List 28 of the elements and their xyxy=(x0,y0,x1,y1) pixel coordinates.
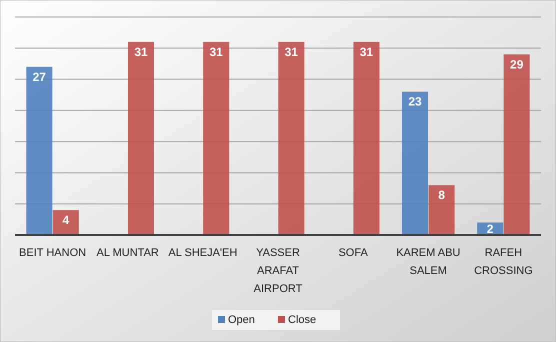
bar xyxy=(504,54,530,235)
bar xyxy=(128,42,154,235)
x-tick-label: AL SHEJA'EH xyxy=(168,247,238,259)
data-label: 2 xyxy=(486,222,494,236)
data-label: 29 xyxy=(510,57,524,72)
data-label: 4 xyxy=(62,213,70,228)
legend-label: Close xyxy=(288,314,316,326)
data-label: 23 xyxy=(408,94,422,109)
x-tick-label: SOFA xyxy=(338,247,368,259)
bar xyxy=(52,210,79,235)
x-tick-label: BEIT HANON xyxy=(19,247,86,259)
x-tick-label: RAFEH CROSSING xyxy=(474,247,533,277)
x-tick-label: KAREM ABU SALEM xyxy=(396,247,460,277)
bar xyxy=(402,92,428,235)
bar xyxy=(26,66,52,235)
data-label: 8 xyxy=(438,188,446,202)
bar xyxy=(353,42,380,235)
data-label: 31 xyxy=(209,44,224,59)
x-tick-label: AL MUNTAR xyxy=(96,247,159,259)
bar xyxy=(203,42,230,235)
x-tick-label: YASSER ARAFAT AIRPORT xyxy=(254,247,303,295)
data-label: 31 xyxy=(284,44,298,59)
legend-label: Open xyxy=(228,314,255,326)
bar xyxy=(428,185,455,235)
data-label: 27 xyxy=(32,70,46,84)
bar xyxy=(278,42,304,235)
data-label: 31 xyxy=(360,44,374,59)
data-label: 31 xyxy=(134,44,148,59)
